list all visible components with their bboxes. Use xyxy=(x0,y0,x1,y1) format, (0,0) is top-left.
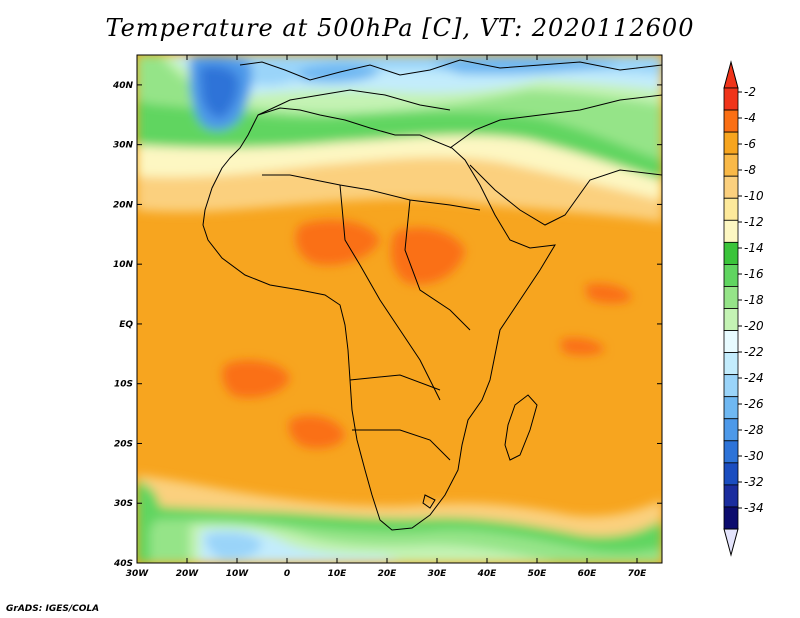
warm-core-indian-ocean xyxy=(585,283,632,304)
colorbar-swatch xyxy=(723,352,739,376)
colorbar-swatch xyxy=(723,396,739,420)
lat-tick-label: 10S xyxy=(114,380,133,390)
cold-core-north-inner xyxy=(200,66,239,118)
madagascar-coast xyxy=(504,394,538,461)
colorbar-label: -2 xyxy=(744,85,756,99)
colorbar: -2 -4 -6 -8 -10 -12 -14 -16 -18 -20 -22 -24 -26 -28 -3… xyxy=(723,60,764,557)
colorbar-label: -12 xyxy=(744,215,764,229)
colorbar-swatch xyxy=(723,462,739,486)
axis-ticks xyxy=(136,55,662,564)
plot-frame xyxy=(136,54,663,564)
warm-core-west-africa xyxy=(295,220,380,266)
lon-tick-label: 20W xyxy=(176,569,200,579)
map-title: Temperature at 500hPa [C], VT: 202011260… xyxy=(105,14,695,42)
lon-tick-label: 40E xyxy=(477,569,498,579)
colorbar-label: -16 xyxy=(744,267,764,281)
interior-border-3 xyxy=(349,374,441,391)
africa-coast xyxy=(202,107,556,531)
colorbar-top-arrow xyxy=(723,60,739,89)
field-blue-patch xyxy=(300,63,380,83)
lat-tick-label: 40S xyxy=(113,559,133,569)
colorbar-swatch xyxy=(723,219,739,243)
colorbar-label: -4 xyxy=(744,111,756,125)
lon-tick-label: 10E xyxy=(328,569,348,579)
lat-tick-label: 30S xyxy=(114,499,133,509)
warm-core-central-africa xyxy=(391,227,465,285)
colorbar-swatch xyxy=(723,374,739,398)
lat-tick-label: 20S xyxy=(114,439,133,449)
colorbar-label: -32 xyxy=(744,475,764,489)
colorbar-swatch xyxy=(723,197,739,221)
colorbar-swatch xyxy=(723,131,739,155)
colorbar-label: -34 xyxy=(744,501,764,515)
interior-border-2 xyxy=(404,199,471,331)
credit-text: GrADS: IGES/COLA xyxy=(6,604,100,614)
colorbar-bottom-arrow xyxy=(723,528,739,557)
lon-tick-label: 20E xyxy=(378,569,398,579)
lon-tick-label: 10W xyxy=(226,569,250,579)
lat-tick-label: EQ xyxy=(119,320,133,330)
middle-east-coast xyxy=(449,94,662,149)
colorbar-label: -22 xyxy=(744,345,764,359)
coastlines xyxy=(202,59,662,531)
axis-labels: 30W 20W 10W 0 10E 20E 30E 40E 50E 60E 70E 40N 30N 20N… xyxy=(112,81,647,579)
colorbar-swatch xyxy=(723,506,739,530)
colorbar-swatch xyxy=(723,418,739,442)
colorbar-swatch xyxy=(723,263,739,287)
field-green-southwest xyxy=(137,480,160,540)
colorbar-swatch xyxy=(723,87,739,111)
colorbar-swatch xyxy=(723,109,739,133)
colorbar-swatch xyxy=(723,175,739,199)
colorbar-label: -8 xyxy=(744,163,756,177)
lon-tick-label: 60E xyxy=(578,569,598,579)
warm-core-south-atlantic xyxy=(288,415,345,449)
europe-coast xyxy=(239,59,662,81)
colorbar-label: -20 xyxy=(744,319,764,333)
sahel-border xyxy=(262,174,481,211)
colorbar-swatch xyxy=(723,308,739,331)
lon-tick-label: 70E xyxy=(628,569,648,579)
lesotho xyxy=(422,494,436,509)
lat-tick-label: 40N xyxy=(112,81,134,91)
mediterranean-coast xyxy=(257,89,451,116)
interior-border-1 xyxy=(339,184,441,401)
arabia-coast xyxy=(469,164,662,226)
colorbar-label: -18 xyxy=(744,293,764,307)
colorbar-swatch xyxy=(723,286,739,309)
temperature-field xyxy=(137,55,662,563)
colorbar-label: -6 xyxy=(744,137,756,151)
colorbar-swatch xyxy=(723,330,739,353)
warm-core-indian-ocean-2 xyxy=(560,338,605,356)
colorbar-label: -10 xyxy=(744,189,764,203)
lon-tick-label: 30E xyxy=(428,569,448,579)
lat-tick-label: 20N xyxy=(113,200,134,210)
colorbar-label: -30 xyxy=(744,449,764,463)
colorbar-label: -14 xyxy=(744,241,764,255)
colorbar-swatch xyxy=(723,440,739,464)
colorbar-label: -26 xyxy=(744,397,764,411)
colorbar-swatch xyxy=(723,153,739,177)
colorbar-swatch xyxy=(723,241,739,265)
lat-tick-label: 30N xyxy=(113,141,134,151)
colorbar-label: -28 xyxy=(744,423,764,437)
interior-border-4 xyxy=(352,429,451,461)
warm-core-atlantic xyxy=(222,360,290,398)
lon-tick-label: 30W xyxy=(126,569,150,579)
cold-core-south xyxy=(205,532,262,560)
colorbar-label: -24 xyxy=(744,371,764,385)
lon-tick-label: 50E xyxy=(528,569,548,579)
lat-tick-label: 10N xyxy=(113,260,134,270)
colorbar-swatch xyxy=(723,484,739,508)
lon-tick-label: 0 xyxy=(284,569,290,579)
